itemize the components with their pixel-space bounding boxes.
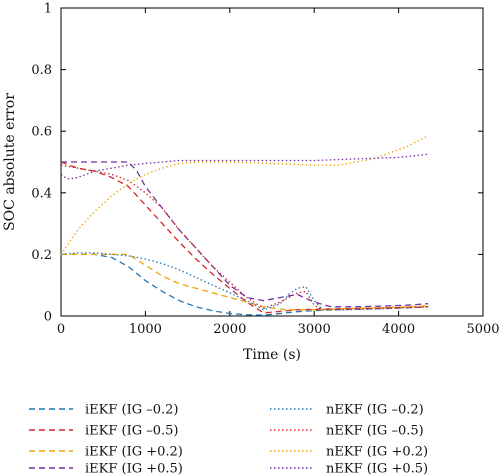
legend-label: nEKF (IG +0.2) xyxy=(326,445,428,460)
series-line xyxy=(60,161,429,314)
legend-label: nEKF (IG +0.5) xyxy=(326,462,428,475)
legend-label: iEKF (IG –0.5) xyxy=(85,424,178,439)
x-tick-label: 2000 xyxy=(213,322,246,337)
series-line xyxy=(61,253,429,311)
y-tick-label: 1 xyxy=(44,2,52,17)
series-line xyxy=(61,161,429,308)
series-line xyxy=(60,164,429,311)
legend-label: nEKF (IG –0.2) xyxy=(326,403,424,418)
x-tick-label: 0 xyxy=(57,322,65,337)
plot-area: 0 1000 2000 3000 4000 5000 0 0.2 0.4 0.6 0.8 1 xyxy=(31,2,499,338)
x-axis-title: Time (s) xyxy=(243,347,301,363)
legend: iEKF (IG –0.2) iEKF (IG –0.5) iEKF (IG +0.… xyxy=(29,403,428,475)
legend-label: iEKF (IG +0.5) xyxy=(85,462,183,475)
x-tick-label: 5000 xyxy=(466,322,499,337)
legend-label: nEKF (IG –0.5) xyxy=(326,424,424,439)
series-line xyxy=(60,135,429,255)
x-tick-label: 3000 xyxy=(298,322,331,337)
legend-label: iEKF (IG –0.2) xyxy=(85,403,178,418)
x-tick-label: 4000 xyxy=(382,322,415,337)
y-axis-title: SOC absolute error xyxy=(2,93,18,231)
y-tick-label: 0.2 xyxy=(31,248,52,263)
y-tick-label: 0.4 xyxy=(31,186,52,201)
series-line xyxy=(60,153,429,180)
series-line xyxy=(61,253,429,316)
legend-label: iEKF (IG +0.2) xyxy=(85,445,183,460)
x-tick-label: 1000 xyxy=(129,322,162,337)
y-tick-label: 0.6 xyxy=(31,125,52,140)
y-tick-label: 0 xyxy=(44,310,52,325)
y-tick-label: 0.8 xyxy=(31,63,52,78)
